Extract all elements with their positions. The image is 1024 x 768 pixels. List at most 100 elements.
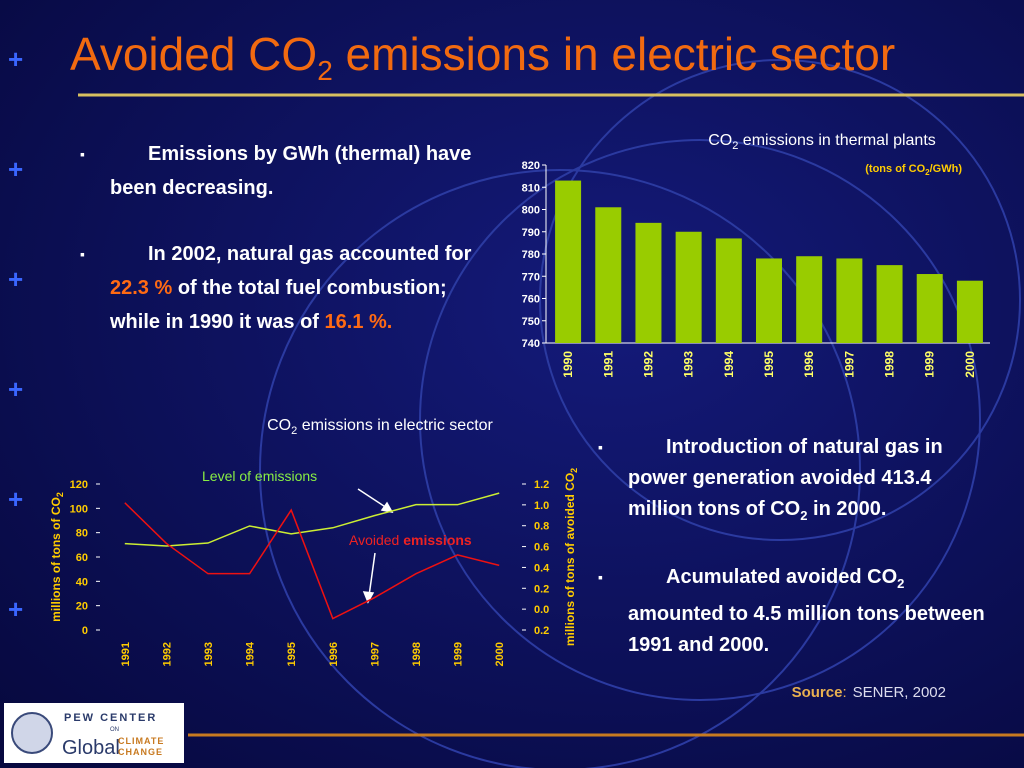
t: /GWh) [930, 163, 963, 175]
logo-text: CLIMATE [118, 736, 164, 746]
plus: + [8, 594, 23, 624]
x-tick-label: 1994 [722, 351, 736, 378]
x-tick-label: 1996 [328, 642, 340, 666]
bullet-text: In 2002, natural gas accounted for [148, 243, 472, 265]
x-tick-label: 1991 [601, 351, 615, 378]
decor-circles [259, 59, 1021, 768]
x-tick-label: 1993 [203, 642, 215, 666]
series-line [124, 502, 500, 620]
t: (tons of CO [865, 163, 925, 175]
source-text: SENER, 2002 [853, 684, 946, 701]
bullet-mark: ▪ [80, 146, 85, 162]
plus: + [8, 154, 23, 184]
title-part: emissions in electric sector [333, 28, 895, 80]
tick-label: 0.8 [534, 521, 549, 533]
x-tick-label: 2000 [494, 642, 506, 666]
title-sub: 2 [317, 55, 333, 86]
bullet-mark: ▪ [598, 569, 603, 585]
bar [555, 180, 582, 343]
tick-label: 120 [70, 479, 88, 491]
bar-chart-subtitle: (tons of CO2/GWh) [865, 163, 962, 177]
tick-label: 1.2 [534, 479, 549, 491]
bar [715, 238, 742, 343]
decor-circle [259, 169, 861, 768]
bullet-text: in 2000. [807, 498, 887, 520]
arrow [368, 552, 376, 597]
tick-label: 0.4 [534, 562, 550, 574]
line-chart-title: CO2 emissions in electric sector [267, 417, 493, 437]
t: 2 [925, 168, 930, 177]
bar [836, 258, 863, 343]
tick-label: 0.2 [534, 625, 549, 637]
logo-text: ON [110, 727, 119, 733]
tick-label: 770 [522, 271, 540, 283]
bar [876, 265, 903, 343]
series-line [124, 492, 500, 547]
bullet-text: Emissions by GWh (thermal) have been dec… [110, 143, 472, 199]
x-tick-label: 1998 [883, 351, 897, 378]
tick-label: 820 [522, 160, 540, 172]
x-tick-label: 1998 [411, 642, 423, 666]
annotation: Avoided emissions [349, 532, 472, 548]
tick-label: 810 [522, 182, 540, 194]
bullet-text: Introduction of natural gas in power gen… [628, 436, 943, 520]
bar [595, 207, 622, 343]
x-tick-label: 1995 [762, 351, 776, 378]
tick-label: 20 [76, 601, 88, 613]
source: Source: SENER, 2002 [792, 684, 946, 701]
highlight: 16.1 %. [324, 311, 393, 333]
t: 2 [732, 140, 738, 152]
arrowhead [380, 501, 394, 514]
source-colon: : [842, 684, 846, 701]
tick-label: 750 [522, 316, 540, 328]
t: 2 [291, 425, 297, 437]
tick-label: 100 [70, 503, 88, 515]
bullet: ▪ Emissions by GWh (thermal) have been de… [80, 137, 480, 205]
x-tick-label: 1995 [286, 642, 298, 666]
annotation: Level of emissions [202, 468, 317, 484]
t: CO [708, 132, 732, 149]
plus: + [8, 484, 23, 514]
logo-globe [11, 712, 53, 754]
t: Avoided [349, 532, 403, 548]
x-tick-label: 1992 [641, 351, 655, 378]
subscript: 2 [800, 508, 808, 523]
tick-label: 760 [522, 294, 540, 306]
tick-label: 80 [76, 528, 88, 540]
tick-label: 780 [522, 249, 540, 261]
x-tick-label: 1992 [161, 642, 173, 666]
tick-label: 740 [522, 338, 540, 350]
bullet-mark: ▪ [598, 439, 603, 455]
right-bullets: ▪ Introduction of natural gas in power ge… [598, 432, 993, 661]
tick-label: 60 [76, 552, 88, 564]
tick-label: 0.2 [534, 583, 549, 595]
y2-axis-label: millions of tons of avoided CO2 [563, 468, 579, 646]
t: CO [267, 417, 291, 434]
decor-circle [419, 139, 981, 701]
tick-label: 0.0 [534, 604, 549, 616]
bullet: ▪ Introduction of natural gas in power ge… [598, 432, 993, 531]
t: emissions in thermal plants [738, 132, 935, 149]
x-tick-label: 1994 [245, 641, 257, 666]
t: millions of tons of avoided CO [563, 473, 577, 646]
tick-label: 790 [522, 227, 540, 239]
t: 2 [569, 468, 579, 473]
t: millions of tons of CO [49, 497, 63, 622]
subscript: 2 [897, 576, 905, 591]
tick-label: 40 [76, 576, 88, 588]
t: 2 [55, 492, 65, 497]
t: emissions [403, 532, 472, 548]
plus-signs: + + + + + + [8, 44, 23, 624]
x-tick-label: 1999 [923, 351, 937, 378]
bullet-mark: ▪ [80, 246, 85, 262]
x-tick-label: 1996 [802, 351, 816, 378]
bar [675, 231, 702, 343]
x-tick-label: 1997 [842, 351, 856, 378]
logo-text: CHANGE [118, 747, 163, 757]
logo-text: PEW CENTER [64, 712, 157, 724]
bar [956, 280, 983, 343]
